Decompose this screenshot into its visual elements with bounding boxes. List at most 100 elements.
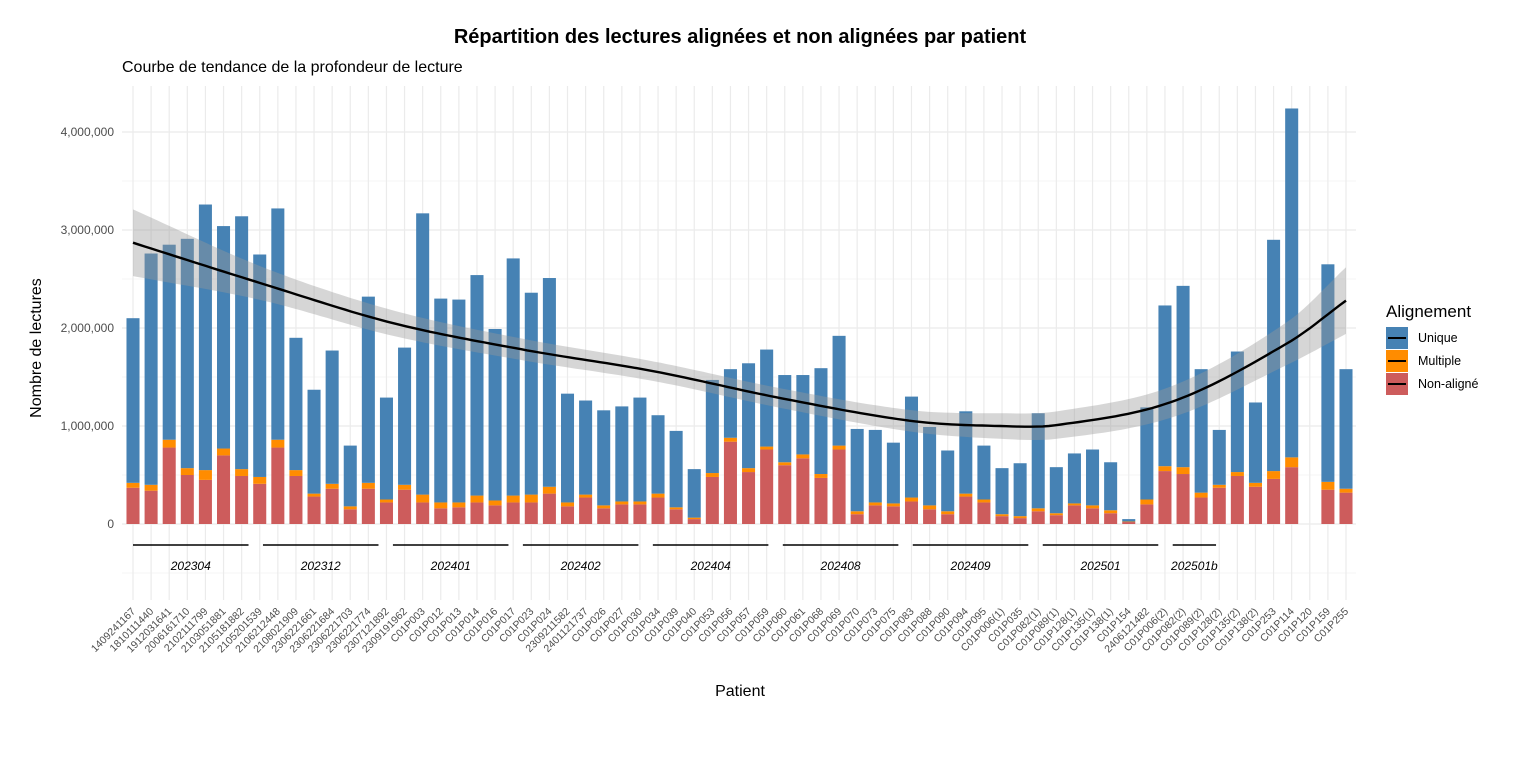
bar-nonalign bbox=[126, 487, 140, 524]
bar-nonalign bbox=[253, 483, 267, 524]
bar-multiple bbox=[126, 482, 140, 488]
bar-nonalign bbox=[217, 455, 231, 524]
bar-multiple bbox=[886, 503, 900, 507]
bar-unique bbox=[1122, 519, 1136, 522]
bar-multiple bbox=[253, 476, 267, 484]
bar-unique bbox=[977, 445, 991, 500]
x-axis: 1409241167181011144019120316412006161710… bbox=[89, 606, 1351, 656]
bar-nonalign bbox=[977, 502, 991, 524]
bar-multiple bbox=[506, 495, 520, 503]
bar-unique bbox=[198, 204, 212, 471]
bar-nonalign bbox=[1267, 478, 1281, 524]
chart-title: Répartition des lectures alignées et non… bbox=[454, 26, 1027, 48]
bar-multiple bbox=[760, 446, 774, 450]
bar-unique bbox=[289, 337, 303, 471]
bar-multiple bbox=[416, 494, 430, 503]
bar-unique bbox=[253, 254, 267, 477]
group-label: 202312 bbox=[300, 559, 341, 573]
bar-nonalign bbox=[651, 497, 665, 524]
bar-multiple bbox=[1140, 499, 1154, 505]
bar-unique bbox=[1194, 369, 1208, 493]
bar-nonalign bbox=[289, 475, 303, 524]
bar-nonalign bbox=[1086, 508, 1100, 524]
bar-nonalign bbox=[198, 479, 212, 524]
group-label: 202404 bbox=[690, 559, 731, 573]
y-tick-label: 2,000,000 bbox=[61, 321, 115, 335]
x-axis-label: Patient bbox=[715, 683, 765, 700]
bar-unique bbox=[452, 299, 466, 503]
bar-nonalign bbox=[162, 447, 176, 524]
bar-unique bbox=[162, 244, 176, 440]
bar-multiple bbox=[904, 497, 919, 502]
bar-nonalign bbox=[633, 504, 647, 524]
group-label: 202402 bbox=[560, 559, 601, 573]
bar-multiple bbox=[235, 469, 249, 476]
bar-unique bbox=[832, 335, 846, 446]
bar-multiple bbox=[1248, 482, 1262, 487]
bar-multiple bbox=[977, 499, 991, 503]
bar-multiple bbox=[1067, 503, 1081, 506]
bar-unique bbox=[959, 411, 973, 494]
bar-unique bbox=[1248, 402, 1262, 483]
bar-unique bbox=[1158, 305, 1172, 467]
bar-nonalign bbox=[379, 502, 393, 524]
bar-multiple bbox=[705, 473, 719, 477]
legend-title: Alignement bbox=[1386, 302, 1471, 321]
bar-unique bbox=[850, 428, 864, 512]
group-label: 202409 bbox=[950, 559, 991, 573]
trend-confidence-band bbox=[133, 209, 1346, 440]
bar-multiple bbox=[669, 507, 683, 510]
bar-unique bbox=[669, 430, 683, 508]
trend-line bbox=[132, 241, 1347, 428]
y-tick-label: 4,000,000 bbox=[61, 125, 115, 139]
bar-multiple bbox=[796, 454, 810, 459]
bar-nonalign bbox=[705, 476, 719, 524]
bar-multiple bbox=[651, 493, 665, 498]
bar-multiple bbox=[778, 462, 792, 466]
legend-label: Non-aligné bbox=[1418, 377, 1479, 391]
bar-nonalign bbox=[1230, 475, 1244, 524]
bar-multiple bbox=[198, 470, 212, 480]
bar-unique bbox=[126, 318, 140, 483]
bar-nonalign bbox=[941, 514, 955, 524]
bar-nonalign bbox=[1285, 467, 1299, 524]
bar-unique bbox=[1212, 429, 1226, 485]
bar-multiple bbox=[868, 502, 882, 506]
bar-nonalign bbox=[760, 449, 774, 524]
bar-multiple bbox=[1013, 516, 1027, 519]
bar-unique bbox=[434, 298, 448, 503]
bar-multiple bbox=[343, 506, 357, 510]
bar-nonalign bbox=[959, 496, 973, 524]
bar-nonalign bbox=[850, 514, 864, 524]
bar-unique bbox=[1104, 462, 1118, 511]
bar-unique bbox=[651, 415, 665, 494]
bar-unique bbox=[271, 208, 285, 440]
bar-multiple bbox=[488, 500, 502, 506]
bar-nonalign bbox=[669, 509, 683, 524]
bar-unique bbox=[1176, 285, 1190, 468]
bar-nonalign bbox=[1013, 518, 1027, 524]
bar-multiple bbox=[995, 514, 1009, 517]
group-annotations: 202304 202312 202401 202402 202404 202408 2024… bbox=[133, 544, 1218, 573]
bar-unique bbox=[814, 368, 828, 475]
bar-unique bbox=[379, 397, 393, 500]
bar-multiple bbox=[398, 484, 412, 490]
bar-unique bbox=[886, 442, 900, 504]
bar-multiple bbox=[923, 505, 937, 510]
bar-unique bbox=[1230, 351, 1244, 473]
bar-nonalign bbox=[579, 497, 593, 524]
y-tick-label: 3,000,000 bbox=[61, 223, 115, 237]
bar-unique bbox=[760, 349, 774, 447]
bar-nonalign bbox=[796, 458, 810, 524]
bar-unique bbox=[325, 350, 339, 484]
bar-multiple bbox=[379, 499, 393, 503]
bar-multiple bbox=[1176, 467, 1190, 475]
bar-unique bbox=[542, 278, 556, 487]
bar-nonalign bbox=[814, 477, 828, 524]
bar-multiple bbox=[1086, 505, 1100, 509]
bar-nonalign bbox=[361, 488, 375, 524]
bar-unique bbox=[1013, 463, 1027, 517]
bar-nonalign bbox=[687, 519, 701, 524]
bar-multiple bbox=[217, 448, 231, 456]
bar-unique bbox=[923, 426, 937, 506]
